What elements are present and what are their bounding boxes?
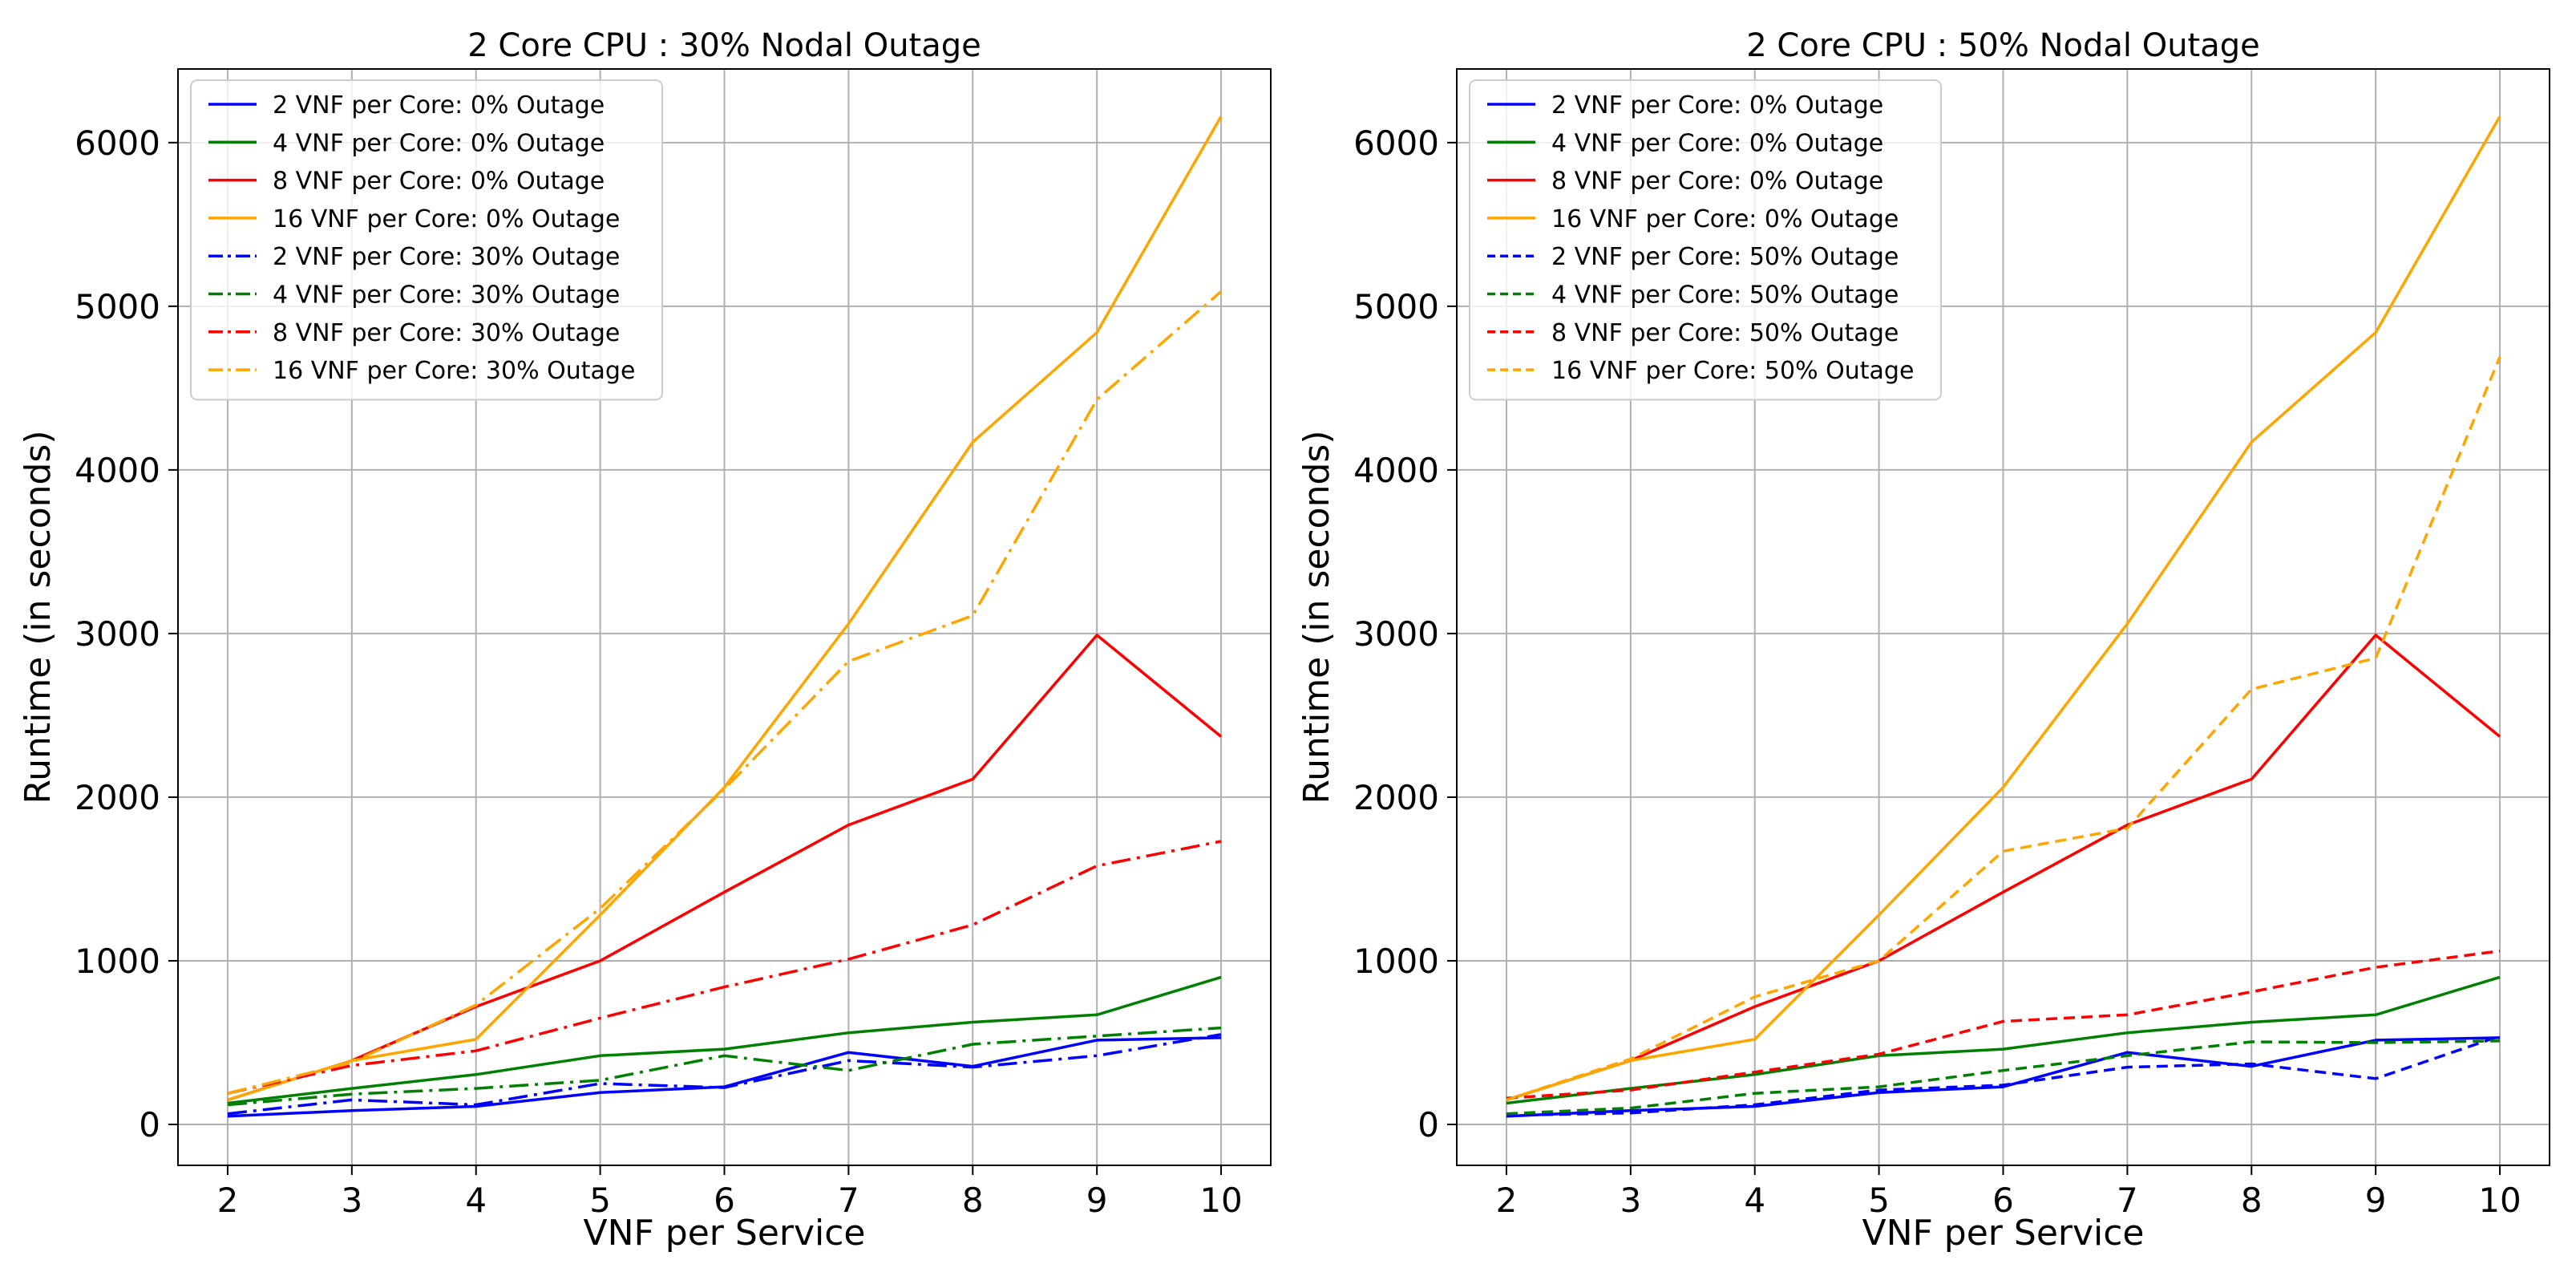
x-tick-label: 10	[2478, 1181, 2521, 1220]
series-line-8	[1506, 356, 2501, 1102]
y-tick-label: 3000	[75, 614, 160, 654]
x-tick-label: 9	[2365, 1181, 2387, 1220]
legend: 2 VNF per Core: 0% Outage 4 VNF per Core:…	[1469, 79, 1942, 401]
y-tick-label: 4000	[1353, 451, 1439, 490]
legend-label: 2 VNF per Core: 50% Outage	[1551, 243, 1899, 271]
series-group	[1506, 115, 2501, 1118]
y-tick-label: 4000	[75, 451, 160, 490]
y-tick-label: 3000	[1353, 614, 1439, 654]
legend-label: 4 VNF per Core: 0% Outage	[1551, 129, 1883, 157]
plot-area-frame	[1456, 68, 2550, 1166]
y-tick-label: 2000	[75, 778, 160, 817]
series-line-6	[1506, 1039, 2501, 1116]
y-tick-label: 1000	[1353, 942, 1439, 981]
x-tick-label: 7	[838, 1181, 859, 1220]
y-tick-label: 1000	[75, 942, 160, 981]
legend: 2 VNF per Core: 0% Outage 4 VNF per Core:…	[190, 79, 663, 401]
legend-label: 16 VNF per Core: 0% Outage	[1551, 205, 1899, 233]
series-line-5	[1506, 1035, 2501, 1117]
chart-panel-2: 2 3 4 5 6 7 8 9 10 0 1000 2000 3000 4000 5000 6000 2 Cor…	[1296, 27, 2550, 1254]
series-line-4	[1506, 115, 2501, 1102]
y-axis-title: Runtime (in seconds)	[18, 430, 59, 804]
y-tick-label: 0	[1417, 1105, 1439, 1144]
x-tick-label: 5	[589, 1181, 611, 1220]
legend-label: 4 VNF per Core: 0% Outage	[273, 129, 605, 157]
series-line-7	[1506, 949, 2501, 1100]
legend-label: 2 VNF per Core: 0% Outage	[273, 91, 605, 120]
x-tick-label: 9	[1086, 1181, 1108, 1220]
x-tick-label: 10	[1199, 1181, 1242, 1220]
x-tick-label: 5	[1868, 1181, 1890, 1220]
plot-area-frame	[177, 68, 1272, 1166]
x-tick-label: 3	[1620, 1181, 1641, 1220]
legend-frame	[190, 79, 663, 401]
x-axis-title: VNF per Service	[584, 1213, 866, 1254]
legend-label: 16 VNF per Core: 0% Outage	[273, 205, 620, 233]
legend-label: 2 VNF per Core: 30% Outage	[273, 243, 620, 271]
y-tick-label: 2000	[1353, 778, 1439, 817]
y-tick-label: 5000	[1353, 287, 1439, 326]
x-tick-label: 8	[2241, 1181, 2263, 1220]
chart-title: 2 Core CPU : 30% Nodal Outage	[467, 27, 981, 64]
series-line-3	[1506, 634, 2501, 1102]
legend-label: 8 VNF per Core: 0% Outage	[1551, 168, 1883, 196]
x-tick-label: 4	[1744, 1181, 1765, 1220]
legend-label: 8 VNF per Core: 30% Outage	[273, 319, 620, 347]
x-tick-label: 6	[714, 1181, 735, 1220]
y-tick-label: 6000	[1353, 124, 1439, 163]
y-axis-title: Runtime (in seconds)	[1296, 430, 1337, 804]
x-tick-label: 7	[2117, 1181, 2138, 1220]
legend-label: 4 VNF per Core: 30% Outage	[273, 282, 620, 310]
legend-label: 16 VNF per Core: 30% Outage	[273, 357, 635, 385]
y-tick-label: 5000	[75, 287, 160, 326]
legend-frame	[1469, 79, 1942, 401]
series-line-6	[227, 1026, 1222, 1107]
series-line-8	[227, 290, 1223, 1095]
x-tick-label: 2	[1496, 1181, 1518, 1220]
series-line-3	[227, 634, 1223, 1102]
y-tick-label: 0	[139, 1105, 160, 1144]
x-tick-label: 8	[962, 1181, 984, 1220]
legend-label: 16 VNF per Core: 50% Outage	[1551, 357, 1914, 385]
x-tick-label: 3	[341, 1181, 362, 1220]
series-line-7	[227, 840, 1222, 1095]
legend-label: 8 VNF per Core: 0% Outage	[273, 168, 605, 196]
x-tick-label: 6	[1992, 1181, 2014, 1220]
legend-label: 4 VNF per Core: 50% Outage	[1551, 282, 1899, 310]
legend-label: 8 VNF per Core: 50% Outage	[1551, 319, 1899, 347]
series-line-2	[227, 975, 1222, 1105]
x-tick-label: 4	[465, 1181, 487, 1220]
series-line-4	[227, 115, 1223, 1102]
legend-label: 2 VNF per Core: 0% Outage	[1551, 91, 1883, 120]
x-tick-label: 2	[217, 1181, 239, 1220]
series-line-5	[227, 1033, 1222, 1116]
chart-panel-1: 2 3 4 5 6 7 8 9 10 0 1000 2000 3000 4000 5000 6000 2 Cor…	[18, 27, 1272, 1254]
chart-title: 2 Core CPU : 50% Nodal Outage	[1746, 27, 2259, 64]
series-group	[227, 115, 1223, 1118]
x-axis-title: VNF per Service	[1862, 1213, 2145, 1254]
y-tick-label: 6000	[75, 124, 160, 163]
